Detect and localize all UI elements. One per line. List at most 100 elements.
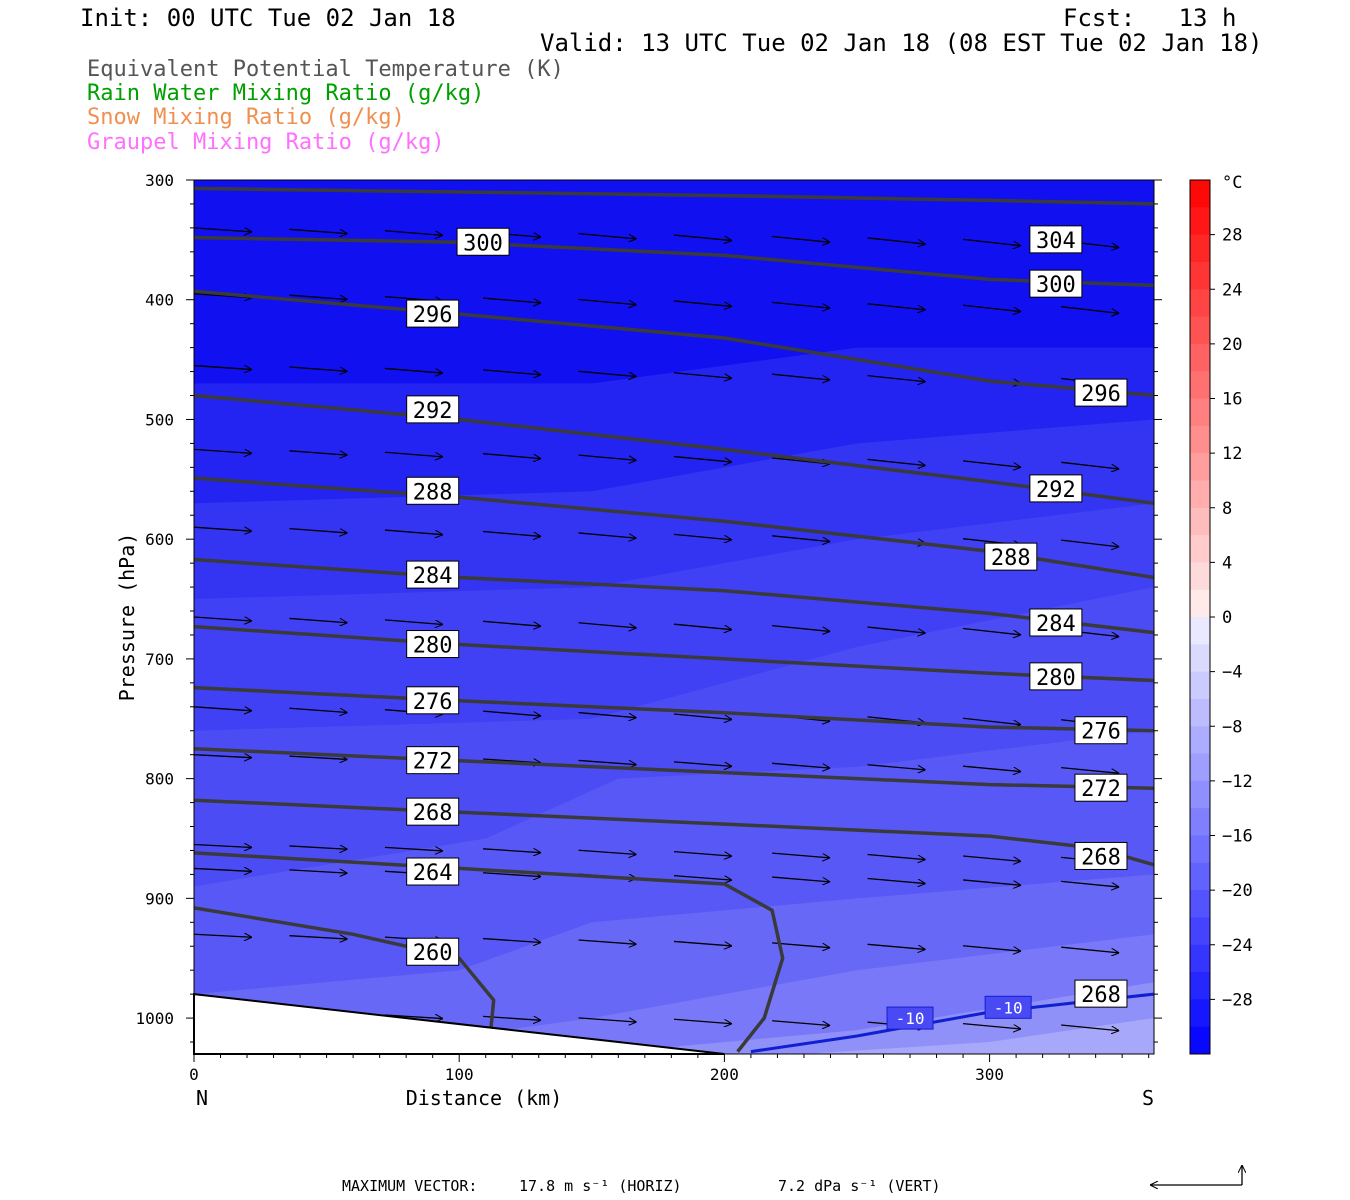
colorbar-segment [1190,808,1210,836]
wind-vector [578,298,637,304]
wind-vector [1061,461,1119,469]
wind-vector [963,855,1021,861]
temperature-band-9 [803,1018,1154,1054]
y-tick-label: 400 [145,291,174,310]
contour-label: 280 [1036,666,1076,691]
colorbar-unit: °C [1222,173,1242,193]
contour-label-box [1029,269,1083,298]
colorbar-segment [1190,780,1210,809]
wind-vector [483,369,541,375]
isotherm-label: -10 [896,1009,925,1028]
wind-vector [289,294,347,299]
colorbar-segment [1190,972,1210,1000]
wind-vector [194,448,252,453]
colorbar-tick-label: −28 [1222,990,1253,1010]
colorbar-segment [1190,726,1210,755]
colorbar-tick-label: 24 [1222,280,1242,300]
wind-vector [963,945,1021,951]
wind-vector [194,755,252,758]
wind-vector [867,458,926,465]
colorbar-segment [1190,535,1210,563]
colorbar-segment [1190,671,1210,700]
x-tick-label: 100 [445,1065,474,1084]
wind-vector [194,616,252,621]
contour-label: 300 [463,231,503,256]
contour-label-box [1074,716,1128,745]
contour-label-box [1074,378,1128,407]
contour-label-box [406,797,460,826]
colorbar-tick-label: −20 [1222,881,1253,901]
wind-vector [1061,766,1119,774]
contour-label: 292 [1036,478,1076,503]
wind-vector [867,943,926,949]
y-tick-label: 300 [145,171,174,190]
wind-vector [483,620,541,626]
wind-vector [578,622,637,628]
contour-label-box [1029,662,1083,691]
wind-vector [962,460,1021,467]
wind-vector [772,762,830,768]
wind-vector [384,451,443,457]
colorbar-tick-label: −12 [1222,772,1253,792]
wind-vector [578,454,637,460]
reference-vector [1150,1165,1242,1185]
contour-label-box [406,937,460,966]
contour-label: 280 [413,634,453,659]
contour-label: 288 [413,480,453,505]
x-axis-label: Distance (km) [406,1086,563,1110]
wind-vector [772,852,830,858]
theta-e-contour-260 [194,906,496,1028]
wind-vector [867,764,926,770]
wind-vector [962,627,1021,634]
contour-label: 300 [1036,273,1076,298]
wind-vector [384,619,443,625]
wind-vector [483,872,541,877]
wind-vector [772,624,830,632]
wind-vector [289,527,347,533]
y-tick-label: 1000 [135,1009,174,1028]
contour-labels: 304 300 300 296 296 292 292 288 288 284 284 280 280 2… [406,225,1128,1030]
legend-graupel: Graupel Mixing Ratio (g/kg) [87,130,445,155]
theta-e-contour-296 [194,289,1154,398]
colorbar-segment [1190,589,1210,618]
colorbar-segment [1190,890,1210,918]
wind-vector [289,450,347,455]
wind-vector [194,526,252,531]
colorbar-segment [1190,835,1210,864]
wind-vector [578,939,637,944]
y-tick-label: 900 [145,889,174,908]
wind-vector [962,238,1021,245]
wind-vector [483,848,541,853]
colorbar-tick-label: 28 [1222,226,1242,246]
colorbar-tick-label: 16 [1222,390,1242,410]
contour-label-box [406,746,460,775]
colorbar-tick-label: 20 [1222,335,1242,355]
colorbar-segment [1190,180,1210,208]
wind-vector [772,373,830,380]
wind-vector [194,934,252,937]
y-tick-label: 500 [145,410,174,429]
wind-vector [578,532,637,538]
wind-vector [673,874,732,881]
contour-label: 268 [1081,983,1121,1008]
wind-vector [673,623,732,630]
contour-label: 268 [413,801,453,826]
wind-vector [289,707,347,712]
wind-vector [483,937,541,943]
wind-vector [384,230,443,236]
forecast-hour: Fcst: 13 h [1063,4,1237,32]
wind-vector [772,235,830,243]
colorbar-segment [1190,453,1210,481]
wind-vector [194,227,252,232]
contour-label-box [456,227,510,256]
y-axis-label: Pressure (hPa) [115,533,139,702]
x-end-label-right: S [1142,1086,1154,1110]
colorbar-segment [1190,261,1210,290]
colorbar-segment [1190,289,1210,318]
contour-label-box [406,560,460,589]
contour-label: 296 [1081,382,1121,407]
contour-label-box [984,542,1038,571]
wind-vector [772,535,830,542]
plot-frame [193,179,1155,1055]
wind-vector [867,877,926,883]
